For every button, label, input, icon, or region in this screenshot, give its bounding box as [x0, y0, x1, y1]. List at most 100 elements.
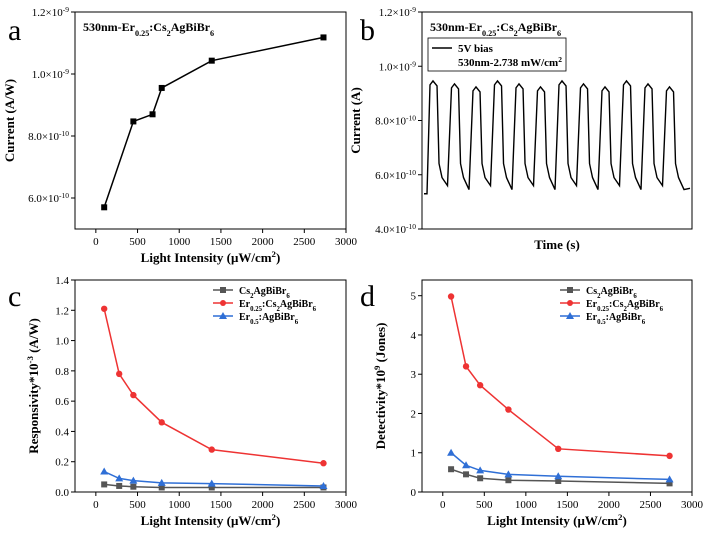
x-tick-label: 2000 — [598, 499, 621, 511]
x-tick-label: 2000 — [252, 499, 275, 511]
panel-label-b: b — [360, 14, 375, 47]
panel-label-d: d — [360, 280, 375, 313]
y-tick-label: 1.0 — [55, 336, 69, 348]
legend-label-light: 530nm-2.738 mW/cm2 — [458, 55, 562, 70]
y-tick-label: 3 — [411, 369, 417, 381]
data-point — [320, 34, 327, 41]
legend-marker — [220, 300, 226, 306]
y-tick-label: 8.0×10-10 — [28, 129, 69, 144]
data-point — [462, 461, 471, 469]
data-point — [504, 470, 513, 478]
series-2: Er0.5:AgBiBr6 — [100, 312, 328, 489]
data-point — [666, 480, 673, 487]
x-axis-label: Light Intensity (μW/cm2) — [487, 512, 627, 528]
data-point — [463, 471, 470, 478]
legend-marker — [567, 287, 573, 293]
y-tick-label: 0.6 — [55, 396, 69, 408]
y-tick-label: 1.0×10-9 — [32, 67, 69, 82]
x-axis-label: Time (s) — [534, 237, 580, 252]
y-tick-label: 1.2×10-9 — [379, 5, 416, 20]
y-tick-label: 1 — [411, 448, 417, 460]
data-point — [476, 382, 484, 389]
y-tick-label: 1.0×10-9 — [379, 59, 416, 74]
x-tick-label: 3000 — [335, 236, 358, 248]
panel-c: c 0 500 1000 1500 2000 2500 3000 0.0 0.2 0.4 0.6 0.8… — [8, 275, 358, 528]
data-point — [447, 293, 455, 300]
y-tick-label: 0.0 — [55, 487, 69, 499]
series-2: Er0.5:AgBiBr6 — [447, 312, 674, 483]
data-point — [130, 483, 137, 490]
x-tick-label: 1500 — [556, 499, 579, 511]
panel-b: b 4.0×10-10 6.0×10-10 8.0×10-10 1.0×10-9 1.2×… — [348, 5, 693, 252]
data-point — [666, 452, 673, 460]
data-point — [554, 472, 563, 480]
panel-label-a: a — [8, 14, 21, 47]
panel-label-c: c — [8, 280, 21, 313]
y-tick-label: 0 — [411, 487, 417, 499]
y-tick-label: 8.0×10-10 — [375, 113, 416, 128]
data-point — [149, 111, 156, 118]
y-tick-label: 0.2 — [55, 457, 69, 469]
y-tick-label: 0.8 — [55, 366, 69, 378]
x-tick-label: 2000 — [252, 236, 275, 248]
x-tick-label: 500 — [129, 236, 146, 248]
series-1: Er0.25:Cs2AgBiBr6 — [447, 293, 673, 460]
data-point — [158, 84, 165, 91]
legend-marker — [567, 300, 573, 306]
legend-box — [427, 37, 567, 72]
data-point — [555, 478, 562, 485]
x-tick-label: 0 — [93, 499, 99, 511]
data-point — [101, 204, 108, 211]
y-tick-label: 5 — [411, 291, 417, 303]
panel-annotation: 530nm-Er0.25:Cs2AgBiBr6 — [83, 20, 214, 38]
x-tick-label: 2500 — [293, 236, 316, 248]
y-tick-label: 1.2×10-9 — [32, 5, 69, 20]
y-tick-label: 4 — [411, 330, 417, 342]
y-tick-label: 6.0×10-10 — [28, 191, 69, 206]
data-point — [116, 482, 123, 489]
series-line — [450, 452, 670, 481]
x-tick-label: 3000 — [335, 499, 358, 511]
legend-label: Er0.5:AgBiBr6 — [239, 312, 299, 326]
legend-label: Er0.25:Cs2AgBiBr6 — [239, 299, 317, 313]
x-tick-label: 3000 — [681, 499, 704, 511]
plot-frame — [74, 279, 347, 493]
x-axis-label: Light Intensity (μW/cm2) — [141, 512, 281, 528]
data-point — [319, 481, 328, 489]
legend-marker — [566, 312, 574, 319]
series-line — [103, 36, 324, 208]
series-line — [103, 470, 324, 487]
y-tick-label: 1.2 — [55, 305, 69, 317]
panel-d: d 0 500 1000 1500 2000 2500 3000 0 1 2 3 4 5 Light Int… — [360, 279, 704, 528]
data-point — [207, 479, 216, 487]
legend-label: Er0.5:AgBiBr6 — [586, 312, 646, 326]
y-tick-label: 0.4 — [55, 426, 69, 438]
x-tick-label: 0 — [440, 499, 446, 511]
y-tick-label: 1.4 — [55, 275, 69, 287]
y-tick-label: 2 — [411, 408, 417, 420]
y-axis-label: Detectivity*109 (Jones) — [372, 323, 388, 450]
data-point — [158, 419, 165, 426]
legend-label: Cs2AgBiBr6 — [239, 286, 290, 300]
data-point — [208, 57, 215, 64]
y-axis-label: Responsivity*10-3 (A/W) — [25, 318, 41, 454]
legend-label: Er0.25:Cs2AgBiBr6 — [586, 299, 664, 313]
y-tick-label: 6.0×10-10 — [375, 167, 416, 182]
data-point — [208, 484, 215, 491]
data-point — [665, 475, 674, 483]
data-point — [447, 448, 456, 456]
x-tick-label: 2500 — [293, 499, 316, 511]
data-point — [462, 363, 470, 370]
data-point — [100, 467, 109, 475]
data-point — [505, 477, 512, 484]
x-tick-label: 1000 — [515, 499, 538, 511]
data-point — [320, 460, 327, 467]
data-point — [130, 391, 137, 399]
panel-a: a 0 500 1000 1500 2000 2500 3000 6.0×10-10 8.0×10… — [2, 5, 358, 266]
data-point — [448, 466, 455, 473]
data-point — [129, 476, 138, 484]
x-tick-label: 2500 — [639, 499, 662, 511]
legend-marker — [219, 312, 227, 319]
data-point — [208, 446, 215, 453]
